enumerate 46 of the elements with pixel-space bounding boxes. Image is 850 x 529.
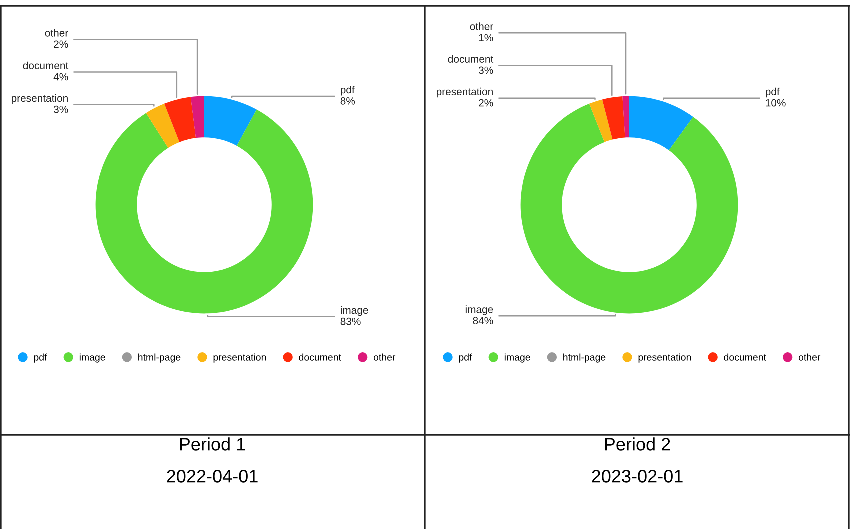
data-label: 8%	[340, 97, 356, 105]
data-label: 3%	[478, 66, 494, 74]
slice-label: pdf	[341, 86, 355, 96]
slice-label: pdf	[766, 88, 780, 98]
donut-slice	[146, 104, 180, 148]
data-label: 4%	[54, 73, 68, 81]
slice-label: other	[45, 29, 68, 37]
legend-label: pdf	[34, 354, 48, 363]
category-label: pdf	[459, 354, 472, 363]
donut-slice	[204, 96, 257, 146]
data-label: 1%	[479, 34, 494, 42]
legend-label: document	[724, 354, 766, 361]
slice-label: image	[341, 306, 368, 316]
data-label: 2%	[479, 99, 494, 107]
slice-label: other	[470, 22, 494, 30]
slice-label: image	[466, 306, 494, 316]
donut-slice	[602, 96, 626, 140]
donut-slice	[96, 110, 314, 314]
legend-label: html-page	[138, 354, 181, 363]
donut-slice	[589, 100, 613, 142]
slice-label: document	[448, 55, 494, 63]
legend-label: other	[374, 354, 396, 361]
data-label: 83%	[340, 318, 361, 326]
donut-slice	[630, 96, 694, 150]
legend-label: image	[504, 354, 530, 363]
data-label: 2%	[54, 40, 68, 48]
text: 2022-04-01	[167, 470, 258, 483]
legend-label: html-page	[564, 354, 606, 363]
data-label: 84%	[473, 317, 494, 325]
legend-label: other	[798, 354, 821, 361]
slice-label: presentation	[436, 88, 493, 98]
donut-slice	[164, 97, 196, 142]
slice-label: document	[23, 62, 69, 70]
donut-slice	[622, 96, 630, 138]
text: Period 1	[180, 438, 246, 451]
text: Period 2	[605, 438, 670, 451]
legend-label: document	[299, 354, 342, 361]
data-label: 3%	[54, 106, 68, 114]
donut-slice	[520, 104, 738, 314]
legend-label: presentation	[638, 354, 692, 363]
slice-label: presentation	[12, 94, 68, 104]
data-label: 10%	[766, 99, 786, 107]
donut-slice	[190, 96, 204, 138]
legend-label: presentation	[214, 354, 266, 363]
text: 2023-02-01	[592, 470, 683, 483]
legend-label: image	[80, 354, 106, 363]
